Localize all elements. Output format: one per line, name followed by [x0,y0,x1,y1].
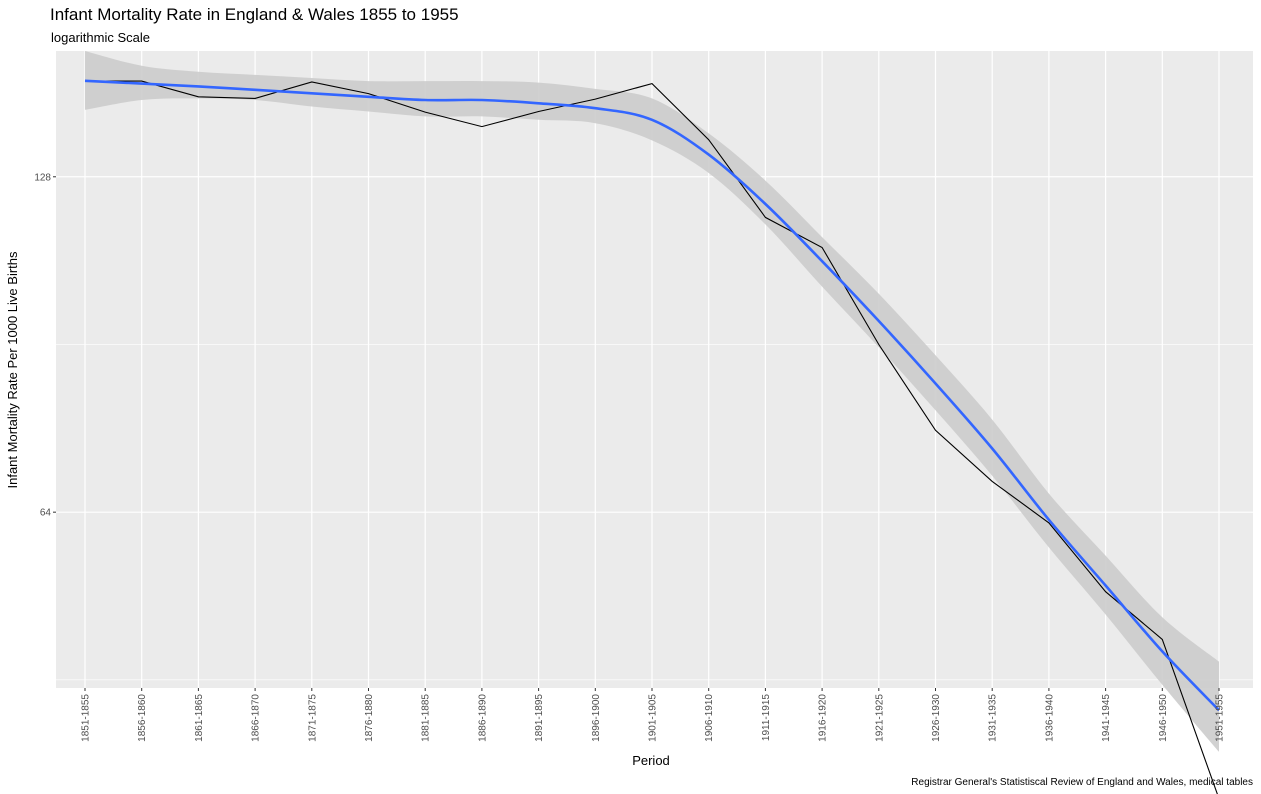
x-tick-label: 1946-1950 [1158,694,1169,742]
chart-title: Infant Mortality Rate in England & Wales… [50,5,459,24]
y-axis-title: Infant Mortality Rate Per 1000 Live Birt… [5,251,20,489]
x-tick-label: 1941-1945 [1101,694,1112,742]
x-tick-label: 1926-1930 [931,694,942,742]
x-tick-label: 1931-1935 [988,694,999,742]
y-tick-label: 64 [40,508,52,519]
x-tick-label: 1901-1905 [648,694,659,742]
x-axis: 1851-1855 1856-1860 1861-1865 1866-1870 1871… [81,688,1226,742]
x-tick-label: 1871-1875 [307,694,318,742]
x-tick-label: 1876-1880 [364,694,375,742]
x-tick-label: 1906-1910 [704,694,715,742]
x-axis-title: Period [632,753,670,768]
chart-caption: Registrar General's Statistiscal Review … [911,777,1253,788]
x-tick-label: 1891-1895 [534,694,545,742]
x-tick-label: 1936-1940 [1044,694,1055,742]
x-tick-label: 1896-1900 [591,694,602,742]
x-tick-label: 1886-1890 [477,694,488,742]
x-tick-label: 1861-1865 [194,694,205,742]
y-axis: 128 64 [34,172,56,519]
x-tick-label: 1951-1955 [1215,694,1226,742]
smooth-series-line [84,79,1220,712]
observed-series-line [85,80,1218,794]
x-tick-label: 1911-1915 [761,694,772,742]
x-tick-label: 1851-1855 [81,694,92,742]
plot-panel [56,51,1253,688]
x-tick-label: 1881-1885 [421,694,432,742]
y-tick-label: 128 [34,172,51,183]
x-tick-label: 1916-1920 [818,694,829,742]
x-tick-label: 1856-1860 [137,694,148,742]
x-tick-label: 1866-1870 [251,694,262,742]
x-tick-label: 1921-1925 [874,694,885,742]
chart-subtitle: logarithmic Scale [51,30,150,45]
